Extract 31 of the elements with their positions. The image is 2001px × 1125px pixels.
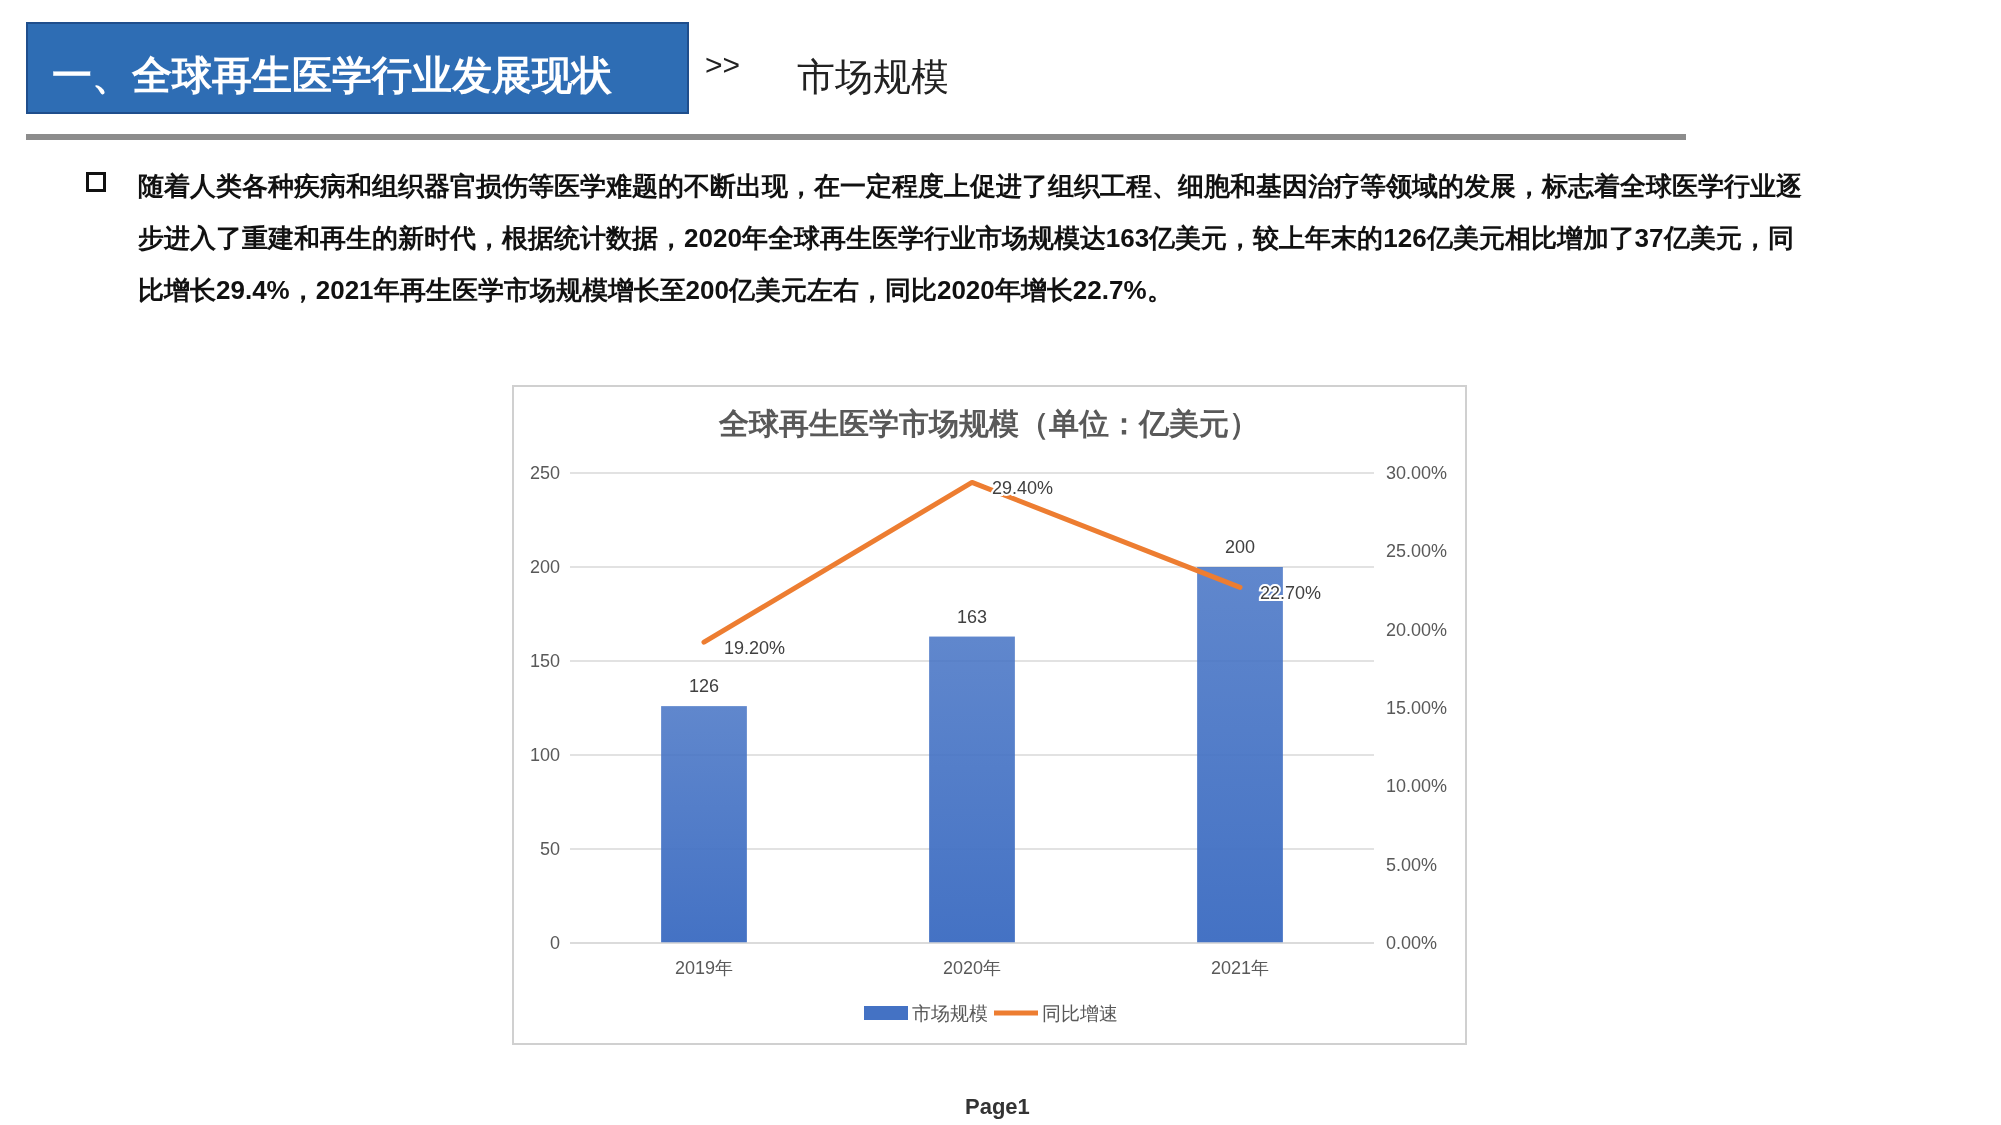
data-label: 29.40% xyxy=(992,478,1054,499)
y2-tick-label: 0.00% xyxy=(1386,933,1438,953)
x-tick-label: 2019年 xyxy=(674,958,734,978)
data-label: 163 xyxy=(956,606,988,627)
text: >> xyxy=(705,48,741,82)
y-tick-label: 200 xyxy=(529,557,560,577)
chart-title: 全球再生医学市场规模（单位：亿美元） xyxy=(718,407,1259,440)
y2-tick-label: 10.00% xyxy=(1386,776,1448,797)
data-label: 200 xyxy=(1224,537,1256,557)
legend-label: 市场规模 xyxy=(912,1003,988,1024)
data-label: 126 xyxy=(688,676,720,697)
text: 一、全球再生医学行业发展现状 xyxy=(26,22,689,114)
bar xyxy=(661,706,747,943)
y-tick-label: 150 xyxy=(529,651,560,671)
data-label: 19.20% xyxy=(724,638,786,659)
y2-tick-label: 5.00% xyxy=(1386,854,1438,875)
x-tick-label: 2020年 xyxy=(942,958,1002,978)
text: 市场规模 xyxy=(797,55,949,100)
y2-tick-label: 15.00% xyxy=(1386,698,1448,718)
y-tick-label: 0 xyxy=(549,933,560,953)
y2-tick-label: 25.00% xyxy=(1386,541,1448,562)
y2-tick-label: 30.00% xyxy=(1386,463,1448,483)
x-tick-label: 2021年 xyxy=(1210,958,1270,978)
y2-tick-label: 20.00% xyxy=(1386,619,1448,640)
y-tick-label: 250 xyxy=(529,463,560,483)
bar xyxy=(929,636,1015,943)
text: 随着人类各种疾病和组织器官损伤等医学难题的不断出现，在一定程度上促进了组织工程、细胞和基因治疗等领域的发展，标志着全球医学行业逐步进入了重建和再生的新时代，根据统计数据，2020年全球再生医学行业市场规模达163亿美元，较上年末的126亿美元相比增加了37亿美元，同比增长29.4%，2021年再生医学市场规模增长至200亿美元左右，同比2020年增长22.7%。 xyxy=(138,170,1803,307)
y-tick-label: 100 xyxy=(529,745,560,765)
y-tick-label: 50 xyxy=(539,839,560,859)
text: Page1 xyxy=(965,1094,1030,1120)
legend-label: 同比增速 xyxy=(1042,1003,1118,1024)
